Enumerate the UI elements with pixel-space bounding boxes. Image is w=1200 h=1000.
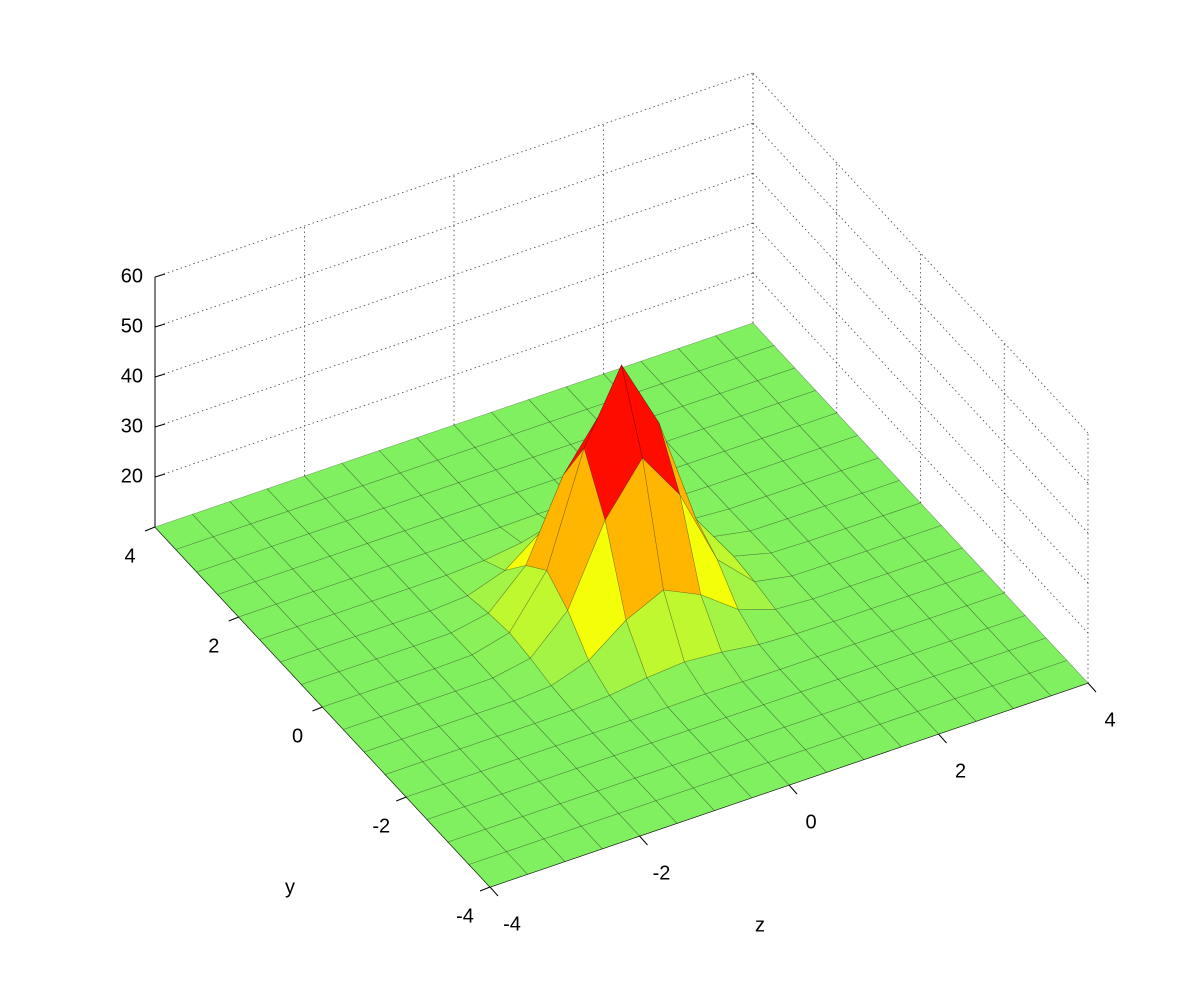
z-tick <box>154 373 166 378</box>
grid-line <box>752 222 1089 584</box>
surface-patch <box>259 626 319 663</box>
surface-patch <box>917 698 977 735</box>
surface-patch <box>655 787 715 824</box>
surface-patch <box>505 838 566 875</box>
surface-patch <box>737 608 797 645</box>
y-tick <box>396 796 407 802</box>
x-tick <box>639 835 648 846</box>
surface-patch <box>716 558 777 610</box>
x-tick <box>489 886 499 897</box>
grid-line <box>154 72 754 278</box>
y-tick-label: 0 <box>292 725 303 747</box>
surface-patch <box>987 615 1047 652</box>
x-tick-label: 4 <box>1104 709 1115 731</box>
z-tick-label: 40 <box>121 365 143 387</box>
z-tick <box>154 423 166 428</box>
surface-patch <box>580 813 641 850</box>
grid-line <box>752 72 1089 434</box>
x-tick-label: -2 <box>653 862 671 884</box>
surface-patch <box>280 648 340 685</box>
z-tick <box>154 473 166 478</box>
surface-patch <box>730 762 790 799</box>
y-axis-label: y <box>285 876 295 898</box>
x-tick-label: -4 <box>503 913 521 935</box>
surface-patch <box>217 581 277 618</box>
surface-patch <box>229 488 289 525</box>
y-tick-label: 4 <box>124 545 135 567</box>
y-tick <box>312 706 323 712</box>
surface-patch <box>238 603 298 640</box>
surface-patch <box>426 806 487 843</box>
surface-patch <box>363 738 424 775</box>
surface-patch <box>543 825 603 862</box>
surface-patch <box>879 711 940 748</box>
surface-patch <box>728 495 788 532</box>
surface-patch <box>770 540 830 577</box>
surface-patch <box>429 595 489 634</box>
surface-patch <box>621 364 681 496</box>
x-axis-label: z <box>755 914 765 936</box>
grid-line <box>752 272 1089 634</box>
surface-patch <box>774 598 835 635</box>
grid-line <box>752 172 1089 534</box>
surface-patch <box>658 422 718 560</box>
z-tick <box>154 323 166 328</box>
x-tick-label: 2 <box>955 760 966 782</box>
surface-patch <box>721 644 781 683</box>
surface-patch <box>618 800 678 837</box>
surface-patch <box>679 494 739 611</box>
surface-patch <box>695 519 755 583</box>
surface-patch <box>767 749 827 786</box>
y-tick-label: 2 <box>208 635 219 657</box>
surface-patch <box>1008 637 1068 674</box>
surface-patch <box>405 783 466 820</box>
surface-patch <box>842 723 902 760</box>
surface-patch <box>954 685 1014 722</box>
y-tick <box>144 526 156 532</box>
x-tick <box>938 733 947 744</box>
x-tick-label: 0 <box>805 811 816 833</box>
x-tick <box>788 784 798 795</box>
surface-patch <box>468 851 528 888</box>
y-tick <box>479 886 491 892</box>
z-tick-label: 20 <box>121 465 143 487</box>
surface-patch <box>700 594 760 653</box>
y-tick-label: -2 <box>372 815 390 837</box>
surface-patch <box>321 693 382 730</box>
y-tick <box>228 616 239 622</box>
surface-patch <box>991 672 1052 709</box>
z-tick <box>154 273 166 278</box>
surface-patch <box>342 716 403 753</box>
surface-patch <box>447 828 507 865</box>
surface-patch <box>233 546 294 583</box>
z-tick-label: 60 <box>121 265 143 287</box>
surface-patch <box>212 523 273 560</box>
surface-patch <box>692 774 753 811</box>
z-tick-label: 50 <box>121 315 143 337</box>
surface-patch <box>604 457 664 621</box>
grid-line <box>752 122 1089 484</box>
surface-patch <box>804 736 865 773</box>
grid-line <box>154 122 754 328</box>
surface-patch <box>683 651 744 695</box>
x-tick <box>1087 682 1097 693</box>
z-tick-label: 30 <box>121 415 143 437</box>
surface-patch <box>301 671 361 708</box>
y-tick-label: -4 <box>456 905 474 927</box>
surface-patch <box>384 761 445 798</box>
